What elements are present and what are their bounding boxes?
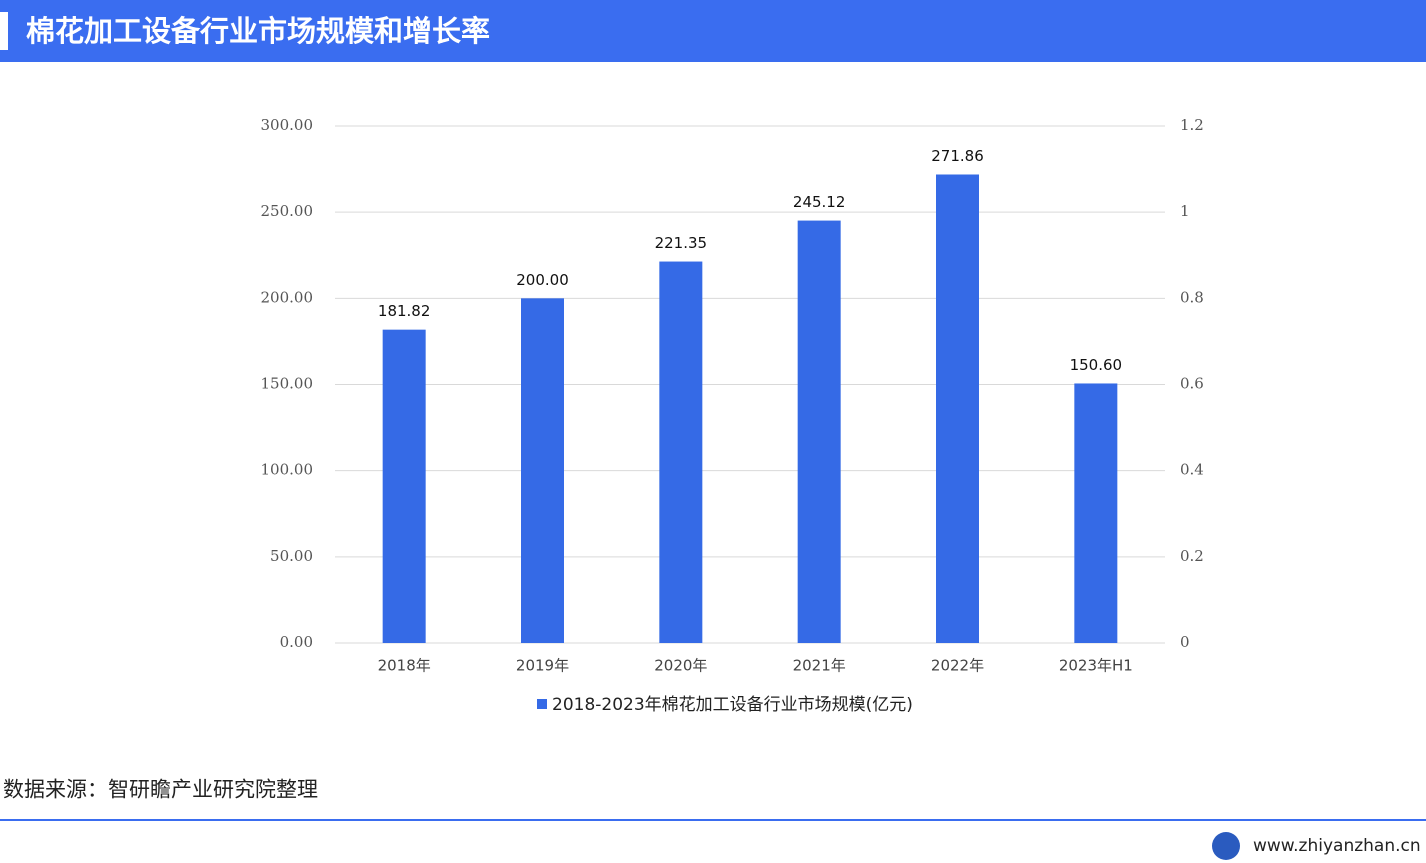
y2-tick-label: 0.4 bbox=[1180, 461, 1204, 479]
x-tick-label: 2023年H1 bbox=[1059, 657, 1133, 675]
y-tick-label: 100.00 bbox=[261, 461, 314, 479]
x-tick-label: 2020年 bbox=[654, 657, 707, 675]
data-label: 150.60 bbox=[1070, 356, 1123, 374]
bar bbox=[382, 329, 426, 643]
y-tick-label: 50.00 bbox=[270, 547, 313, 565]
legend-swatch bbox=[537, 699, 547, 709]
y-tick-label: 200.00 bbox=[261, 288, 314, 306]
x-tick-label: 2019年 bbox=[516, 657, 569, 675]
y-tick-label: 150.00 bbox=[261, 375, 314, 393]
source-note: 数据来源：智研瞻产业研究院整理 bbox=[3, 778, 318, 802]
y2-tick-label: 0 bbox=[1180, 633, 1190, 651]
y2-tick-label: 1 bbox=[1180, 202, 1190, 220]
y2-tick-label: 0.6 bbox=[1180, 375, 1204, 393]
header-bar bbox=[0, 0, 1426, 62]
y2-tick-label: 0.8 bbox=[1180, 288, 1204, 306]
footer-logo bbox=[1212, 832, 1240, 860]
x-tick-label: 2022年 bbox=[931, 657, 984, 675]
x-tick-label: 2018年 bbox=[378, 657, 431, 675]
bar bbox=[521, 298, 564, 643]
bar bbox=[797, 220, 841, 643]
y2-tick-label: 0.2 bbox=[1180, 547, 1204, 565]
header-title: 棉花加工设备行业市场规模和增长率 bbox=[26, 14, 490, 48]
data-label: 271.86 bbox=[931, 147, 984, 165]
data-label: 245.12 bbox=[793, 193, 846, 211]
legend-label: 2018-2023年棉花加工设备行业市场规模(亿元) bbox=[552, 695, 913, 715]
y-tick-label: 300.00 bbox=[261, 116, 314, 134]
y-tick-label: 0.00 bbox=[280, 633, 313, 651]
bar bbox=[659, 261, 703, 643]
header-accent bbox=[0, 12, 8, 50]
bar bbox=[1074, 383, 1118, 643]
y-tick-label: 250.00 bbox=[261, 202, 314, 220]
data-label: 221.35 bbox=[655, 234, 708, 252]
data-label: 181.82 bbox=[378, 302, 431, 320]
x-tick-label: 2021年 bbox=[793, 657, 846, 675]
bar bbox=[936, 174, 979, 643]
data-label: 200.00 bbox=[516, 271, 569, 289]
footer-url: www.zhiyanzhan.cn bbox=[1253, 836, 1421, 856]
y2-tick-label: 1.2 bbox=[1180, 116, 1204, 134]
